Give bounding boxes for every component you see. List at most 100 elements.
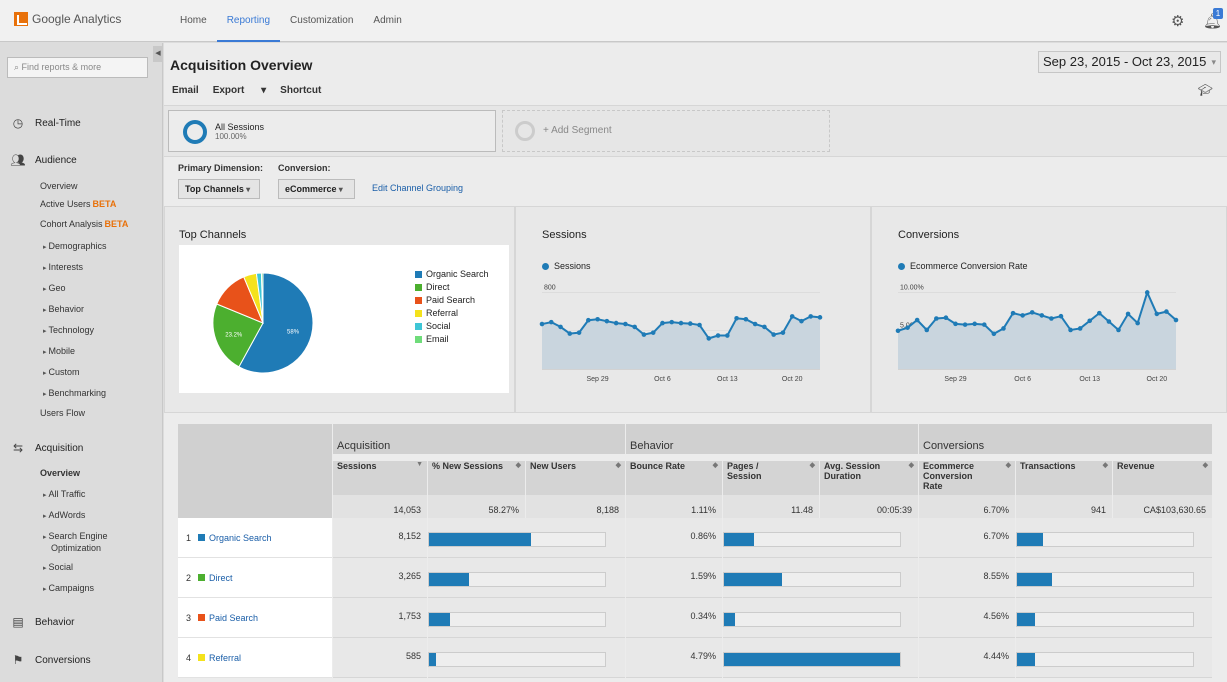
sidebar-benchmarking[interactable]: Benchmarking: [43, 388, 107, 398]
data-point[interactable]: [669, 319, 675, 325]
nav-reporting[interactable]: Reporting: [216, 0, 281, 42]
data-point[interactable]: [697, 322, 702, 328]
data-point[interactable]: [981, 322, 987, 327]
nav-customization[interactable]: Customization: [290, 15, 354, 26]
data-point[interactable]: [934, 316, 939, 321]
sidebar-interests[interactable]: Interests: [43, 262, 84, 272]
data-point[interactable]: [817, 315, 823, 320]
sidebar-social[interactable]: Social: [43, 562, 74, 572]
sidebar-campaigns[interactable]: Campaigns: [43, 583, 95, 593]
pie-slice-email[interactable]: [260, 272, 264, 324]
data-point[interactable]: [924, 327, 930, 333]
data-point[interactable]: [1106, 319, 1112, 324]
col-pages-session[interactable]: Pages / Session ◆: [723, 461, 819, 495]
channel-link[interactable]: Direct: [209, 572, 233, 583]
data-point[interactable]: [752, 321, 758, 327]
shortcut-button[interactable]: Shortcut: [280, 85, 322, 96]
sidebar-item-behavior[interactable]: ▤ Behavior: [10, 615, 74, 629]
data-point[interactable]: [943, 315, 949, 321]
sidebar-geo[interactable]: Geo: [43, 283, 66, 293]
data-point[interactable]: [799, 318, 804, 324]
data-point[interactable]: [706, 336, 712, 341]
data-point[interactable]: [586, 317, 591, 323]
data-point[interactable]: [1068, 327, 1073, 333]
legend-item-paid-search[interactable]: Paid Search: [415, 295, 489, 305]
data-point[interactable]: [1077, 326, 1083, 331]
data-point[interactable]: [1097, 310, 1102, 316]
data-point[interactable]: [1125, 311, 1131, 317]
data-point[interactable]: [660, 320, 665, 326]
col-ecommerce-rate[interactable]: Ecommerce Conversion Rate ◆: [919, 461, 1015, 495]
data-point[interactable]: [953, 321, 958, 327]
data-point[interactable]: [1154, 311, 1160, 317]
sidebar-demographics[interactable]: Demographics: [43, 241, 107, 251]
data-point[interactable]: [1164, 309, 1169, 314]
graduation-cap-icon[interactable]: 🎓︎: [1197, 83, 1213, 97]
sidebar-behavior-sub[interactable]: Behavior: [43, 304, 85, 314]
data-point[interactable]: [1135, 320, 1140, 326]
data-point[interactable]: [632, 324, 637, 330]
data-point[interactable]: [576, 330, 582, 335]
data-point[interactable]: [650, 330, 656, 335]
legend-item-referral[interactable]: Referral: [415, 308, 489, 318]
sidebar-item-realtime[interactable]: ◷ Real-Time: [10, 116, 81, 130]
sidebar-item-audience[interactable]: 👥︎ Audience: [10, 153, 76, 167]
sidebar-item-acquisition[interactable]: ⇆ Acquisition: [10, 441, 83, 455]
legend-item-organic-search[interactable]: Organic Search: [415, 269, 489, 279]
col-new-sessions[interactable]: % New Sessions ◆: [428, 461, 525, 495]
search-input[interactable]: ⌕ Find reports & more: [7, 57, 148, 78]
col-transactions[interactable]: Transactions ◆: [1016, 461, 1112, 495]
sidebar-active-users[interactable]: Active Users BETA: [40, 199, 116, 209]
data-point[interactable]: [743, 316, 749, 322]
pie-slice-direct[interactable]: [212, 303, 264, 368]
data-point[interactable]: [972, 321, 977, 327]
data-point[interactable]: [1173, 317, 1179, 323]
data-point[interactable]: [1001, 326, 1006, 331]
primary-dimension-select[interactable]: Top Channels: [178, 179, 260, 199]
data-point[interactable]: [1039, 313, 1045, 318]
col-avg-duration[interactable]: Avg. Session Duration ◆: [820, 461, 918, 495]
collapse-sidebar-icon[interactable]: ◀: [153, 46, 163, 62]
col-sessions[interactable]: Sessions ▼: [333, 461, 427, 495]
data-point[interactable]: [1058, 313, 1064, 319]
sidebar-all-traffic[interactable]: All Traffic: [43, 489, 86, 499]
data-point[interactable]: [725, 333, 730, 338]
date-range-picker[interactable]: Sep 23, 2015 - Oct 23, 2015 ▾: [1038, 51, 1221, 73]
data-point[interactable]: [914, 317, 920, 323]
data-point[interactable]: [604, 318, 610, 324]
col-bounce-rate[interactable]: Bounce Rate ◆: [626, 461, 722, 495]
nav-admin[interactable]: Admin: [373, 15, 402, 26]
data-point[interactable]: [734, 316, 739, 321]
sidebar-mobile[interactable]: Mobile: [43, 346, 76, 356]
sidebar-cohort[interactable]: Cohort Analysis BETA: [40, 219, 128, 229]
data-point[interactable]: [715, 333, 721, 338]
sidebar-item-conversions[interactable]: ⚑ Conversions: [10, 653, 91, 667]
data-point[interactable]: [623, 321, 628, 327]
data-point[interactable]: [641, 332, 647, 337]
email-button[interactable]: Email: [172, 85, 199, 96]
sidebar-users-flow[interactable]: Users Flow: [40, 408, 86, 418]
nav-home[interactable]: Home: [180, 15, 207, 26]
data-point[interactable]: [808, 314, 814, 319]
data-point[interactable]: [1010, 310, 1016, 316]
col-new-users[interactable]: New Users ◆: [526, 461, 625, 495]
gear-icon[interactable]: ⚙: [1171, 13, 1185, 30]
legend-item-email[interactable]: Email: [415, 334, 489, 344]
edit-channel-grouping-link[interactable]: Edit Channel Grouping: [372, 183, 464, 193]
conversion-select[interactable]: eCommerce: [278, 179, 355, 199]
data-point[interactable]: [595, 316, 600, 322]
data-point[interactable]: [558, 324, 563, 330]
sidebar-technology[interactable]: Technology: [43, 325, 95, 335]
sidebar-adwords[interactable]: AdWords: [43, 510, 86, 520]
data-point[interactable]: [780, 330, 786, 335]
data-point[interactable]: [567, 331, 573, 336]
data-point[interactable]: [1144, 290, 1150, 295]
data-point[interactable]: [789, 314, 795, 319]
channel-link[interactable]: Organic Search: [209, 532, 272, 543]
legend-item-direct[interactable]: Direct: [415, 282, 489, 292]
data-point[interactable]: [539, 321, 545, 327]
channel-link[interactable]: Paid Search: [209, 612, 259, 623]
data-point[interactable]: [1116, 327, 1121, 333]
data-point[interactable]: [687, 321, 693, 326]
col-revenue[interactable]: Revenue ◆: [1113, 461, 1212, 495]
